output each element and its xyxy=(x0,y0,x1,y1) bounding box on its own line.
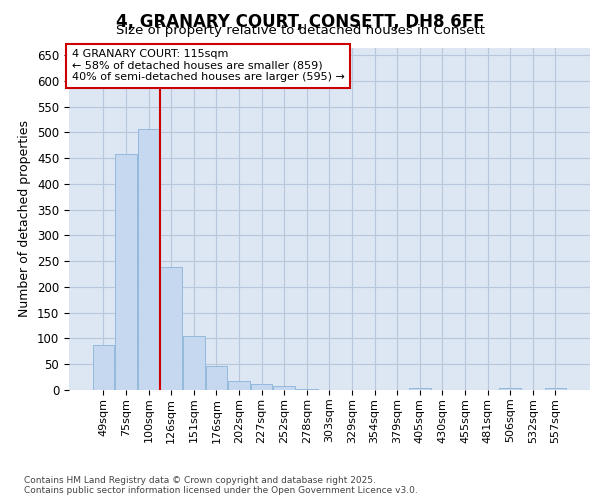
Text: 4, GRANARY COURT, CONSETT, DH8 6FF: 4, GRANARY COURT, CONSETT, DH8 6FF xyxy=(116,12,484,30)
Bar xyxy=(274,386,295,390)
Bar xyxy=(183,336,205,390)
Text: Contains HM Land Registry data © Crown copyright and database right 2025.: Contains HM Land Registry data © Crown c… xyxy=(24,476,376,485)
Text: 4 GRANARY COURT: 115sqm
← 58% of detached houses are smaller (859)
40% of semi-d: 4 GRANARY COURT: 115sqm ← 58% of detache… xyxy=(71,49,344,82)
Bar xyxy=(545,388,566,390)
Y-axis label: Number of detached properties: Number of detached properties xyxy=(19,120,31,318)
Bar xyxy=(251,384,272,390)
Bar xyxy=(409,388,431,390)
Bar xyxy=(228,380,250,390)
Bar xyxy=(138,129,160,390)
Text: Contains public sector information licensed under the Open Government Licence v3: Contains public sector information licen… xyxy=(24,486,418,495)
Text: Size of property relative to detached houses in Consett: Size of property relative to detached ho… xyxy=(115,24,485,37)
Bar xyxy=(160,268,182,390)
Bar xyxy=(206,366,227,390)
Bar xyxy=(92,344,114,390)
Bar xyxy=(115,154,137,390)
Bar xyxy=(499,388,521,390)
